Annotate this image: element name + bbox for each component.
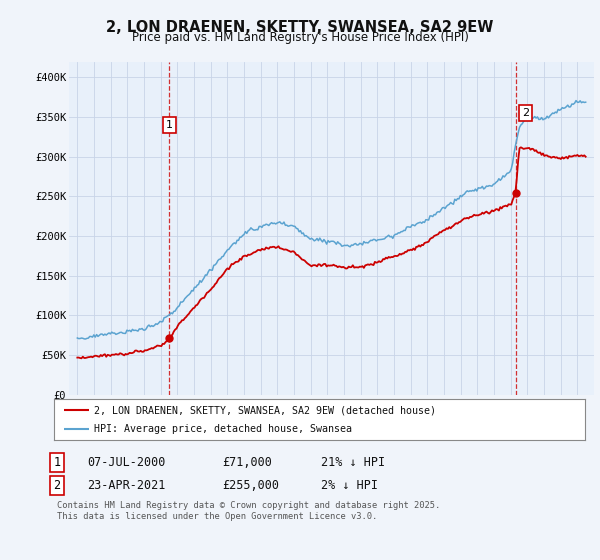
Text: Contains HM Land Registry data © Crown copyright and database right 2025.
This d: Contains HM Land Registry data © Crown c… — [57, 501, 440, 521]
Text: HPI: Average price, detached house, Swansea: HPI: Average price, detached house, Swan… — [94, 424, 352, 433]
Text: £255,000: £255,000 — [222, 479, 279, 492]
Text: 2, LON DRAENEN, SKETTY, SWANSEA, SA2 9EW (detached house): 2, LON DRAENEN, SKETTY, SWANSEA, SA2 9EW… — [94, 405, 436, 415]
Text: 23-APR-2021: 23-APR-2021 — [87, 479, 166, 492]
Text: 2: 2 — [53, 479, 61, 492]
Text: 1: 1 — [166, 120, 173, 130]
Text: 21% ↓ HPI: 21% ↓ HPI — [321, 456, 385, 469]
Text: 1: 1 — [53, 456, 61, 469]
Text: Price paid vs. HM Land Registry's House Price Index (HPI): Price paid vs. HM Land Registry's House … — [131, 31, 469, 44]
Text: 2, LON DRAENEN, SKETTY, SWANSEA, SA2 9EW: 2, LON DRAENEN, SKETTY, SWANSEA, SA2 9EW — [106, 20, 494, 35]
Text: £71,000: £71,000 — [222, 456, 272, 469]
Text: 07-JUL-2000: 07-JUL-2000 — [87, 456, 166, 469]
Text: 2% ↓ HPI: 2% ↓ HPI — [321, 479, 378, 492]
Text: 2: 2 — [522, 108, 529, 118]
